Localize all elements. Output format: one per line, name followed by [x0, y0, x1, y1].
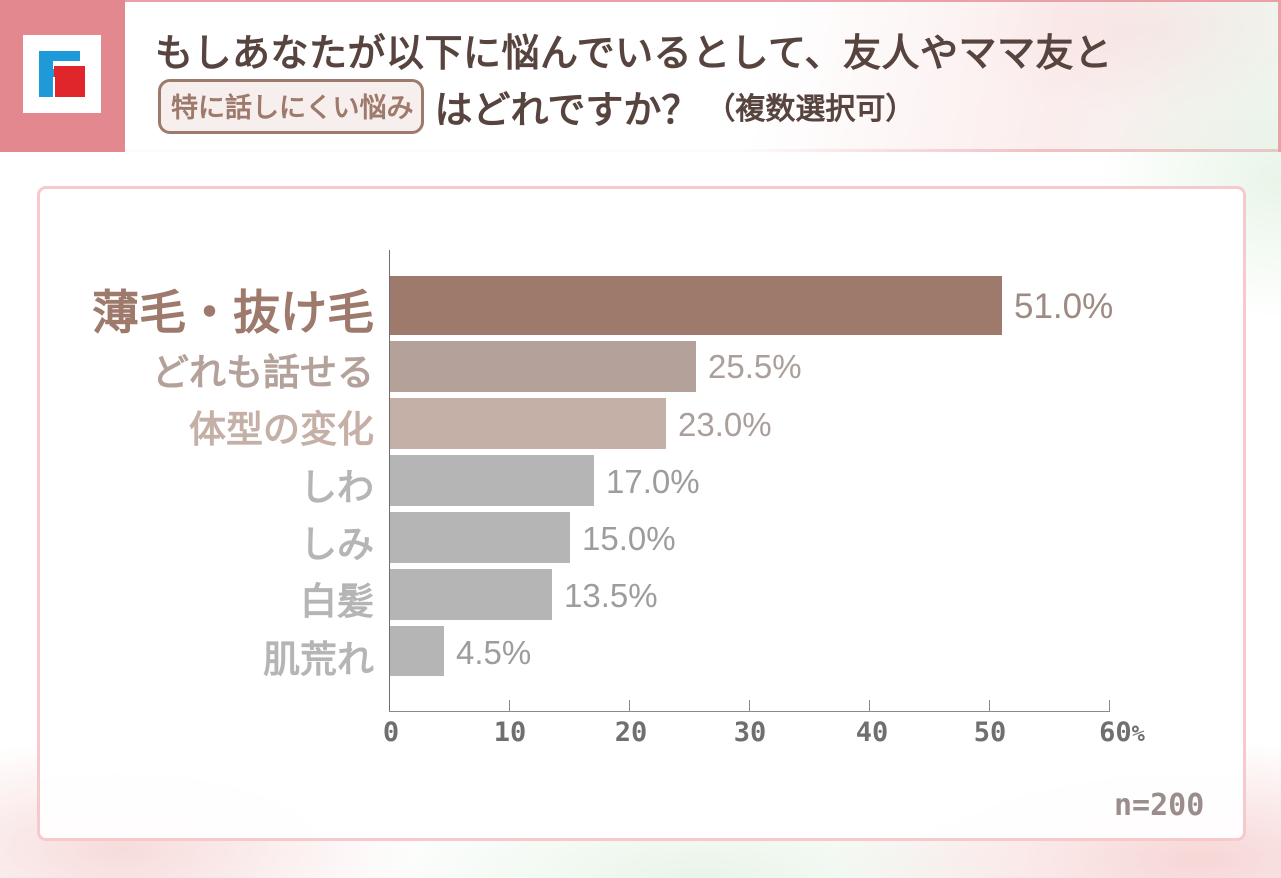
y-axis-line [389, 250, 390, 712]
category-label: 肌荒れ [263, 638, 374, 681]
value-label: 4.5% [456, 634, 532, 671]
category-label: しみ [300, 523, 374, 566]
x-tick-label: 20 [614, 717, 648, 748]
x-tick [989, 700, 990, 712]
title-highlight-badge: 特に話しにくい悩み [158, 78, 425, 134]
bar-wrinkles [390, 455, 594, 506]
chart-title-line1: もしあなたが以下に悩んでいるとして、友人やママ友と [155, 31, 1113, 75]
bar-body-shape [390, 398, 666, 449]
value-label: 25.5% [708, 348, 802, 385]
x-tick-label: 60 [1099, 717, 1132, 748]
fp-logo-icon [39, 51, 85, 97]
chart-title-note: （複数選択可） [705, 92, 916, 127]
chart-title-line2: 特に話しにくい悩み はどれですか？ （複数選択可） [158, 76, 915, 136]
bar-hair-loss [390, 276, 1002, 335]
x-tick-label: 50 [973, 717, 1007, 748]
value-label: 13.5% [564, 577, 658, 614]
logo-band [0, 0, 125, 152]
sample-size-label: n=200 [1114, 788, 1205, 823]
bar-can-talk-all [390, 341, 696, 392]
x-tick-label: 30 [733, 717, 767, 748]
logo [23, 35, 101, 113]
x-tick [629, 700, 630, 712]
value-label: 17.0% [606, 463, 700, 500]
category-label: 薄毛・抜け毛 [92, 286, 374, 341]
bar-rough-skin [390, 626, 444, 676]
title-panel: もしあなたが以下に悩んでいるとして、友人やママ友と 特に話しにくい悩み はどれで… [125, 0, 1281, 152]
chart-title-rest: はどれですか？ [434, 87, 700, 132]
bar-gray-hair [390, 569, 552, 620]
x-tick [1109, 700, 1110, 712]
header: もしあなたが以下に悩んでいるとして、友人やママ友と 特に話しにくい悩み はどれで… [0, 0, 1281, 152]
category-label: どれも話せる [152, 351, 374, 394]
x-tick [749, 700, 750, 712]
value-label: 15.0% [582, 520, 676, 557]
x-tick-label: 40 [855, 717, 889, 748]
value-label: 23.0% [678, 406, 772, 443]
category-label: 体型の変化 [189, 408, 374, 451]
category-label: しわ [300, 466, 374, 509]
x-unit-label: % [1131, 722, 1145, 747]
x-tick [869, 700, 870, 712]
x-tick-label: 10 [493, 717, 527, 748]
x-tick-label: 0 [382, 717, 400, 748]
x-tick-label-last: 60% [1099, 717, 1145, 748]
value-label: 51.0% [1014, 287, 1114, 326]
category-label: 白髪 [300, 580, 374, 623]
bar-spots [390, 512, 570, 563]
x-tick [509, 700, 510, 712]
